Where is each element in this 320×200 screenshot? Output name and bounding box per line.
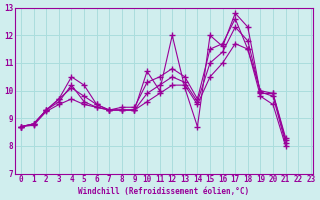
X-axis label: Windchill (Refroidissement éolien,°C): Windchill (Refroidissement éolien,°C) xyxy=(78,187,250,196)
